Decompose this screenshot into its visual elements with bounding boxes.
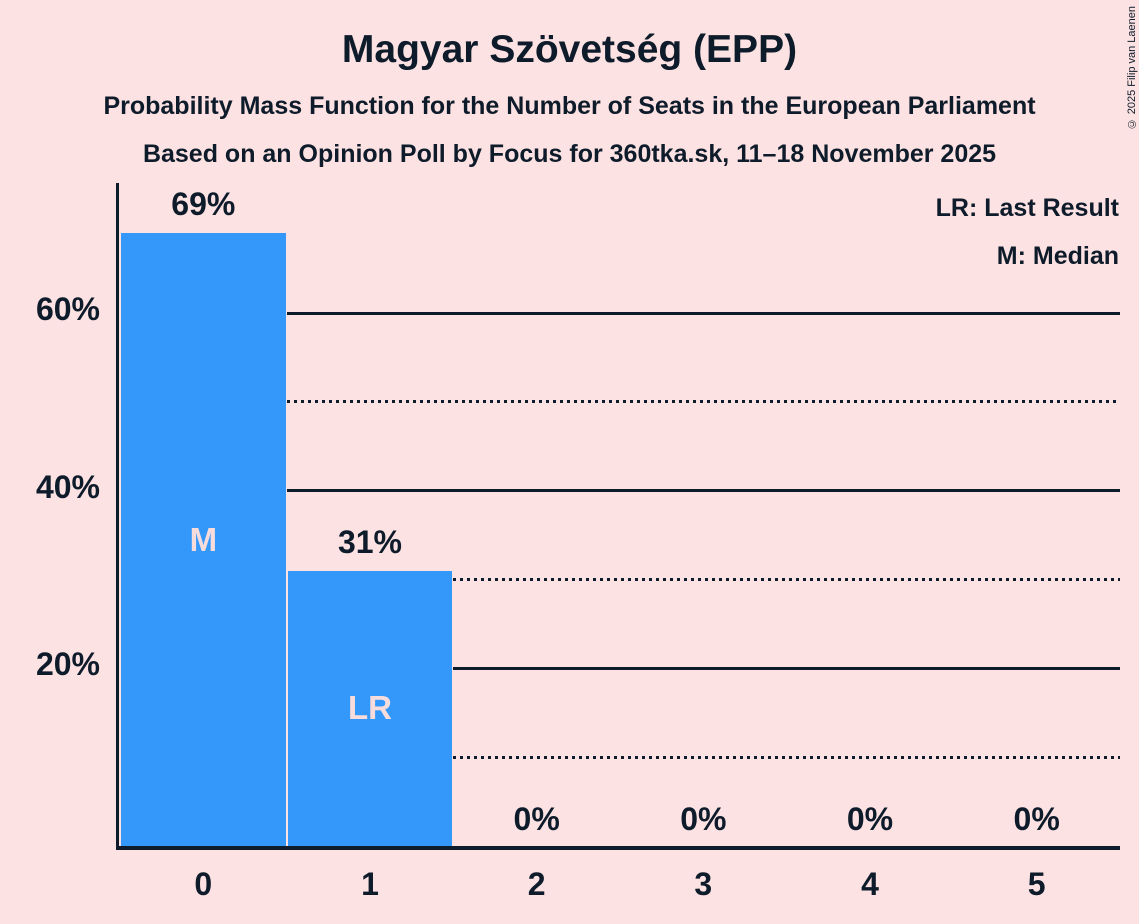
x-axis-label-1: 1 [361,866,379,902]
bar-inner-label-m: M [189,520,218,558]
legend: LR: Last Result M: Median [936,184,1119,280]
gridline-20pct [453,666,1120,670]
x-axis-label-2: 2 [527,866,546,902]
bar-value-label-4: 0% [846,801,894,837]
chart-subtitle-description: Probability Mass Function for the Number… [103,92,1036,120]
bar-seats-1 [287,570,453,846]
bar-value-label-0: 69% [171,186,236,223]
legend-median: M: Median [996,242,1119,270]
x-axis-label-3: 3 [694,866,713,902]
bar-value-label-2: 0% [513,801,560,837]
chart-subtitle-poll-source: Based on an Opinion Poll by Focus for 36… [142,140,997,168]
legend-last-result: LR: Last Result [935,194,1119,222]
gridline-50pct [286,400,1120,404]
bar-value-label-3: 0% [680,801,727,837]
bar-value-label-1: 31% [337,523,402,560]
copyright-notice: © 2025 Filip van Laenen [1126,6,1138,130]
x-axis-label-4: 4 [861,866,879,902]
x-axis-label-0: 0 [194,866,213,902]
gridline-10pct [453,755,1120,759]
x-axis-line [116,846,1120,850]
bar-seats-0 [121,233,286,846]
gridline-40pct [286,489,1120,493]
x-axis-label-5: 5 [1027,866,1046,902]
y-axis-label-20pct: 20% [35,646,100,683]
gridline-60pct [286,311,1120,315]
y-axis-line [116,183,119,850]
bar-value-label-5: 0% [1013,801,1060,837]
bar-inner-label-lr: LR [347,689,392,727]
y-axis-label-40pct: 40% [35,468,100,505]
y-axis-label-60pct: 60% [35,291,100,328]
gridline-30pct [453,578,1120,581]
chart-title: Magyar Szövetség (EPP) [341,28,798,71]
